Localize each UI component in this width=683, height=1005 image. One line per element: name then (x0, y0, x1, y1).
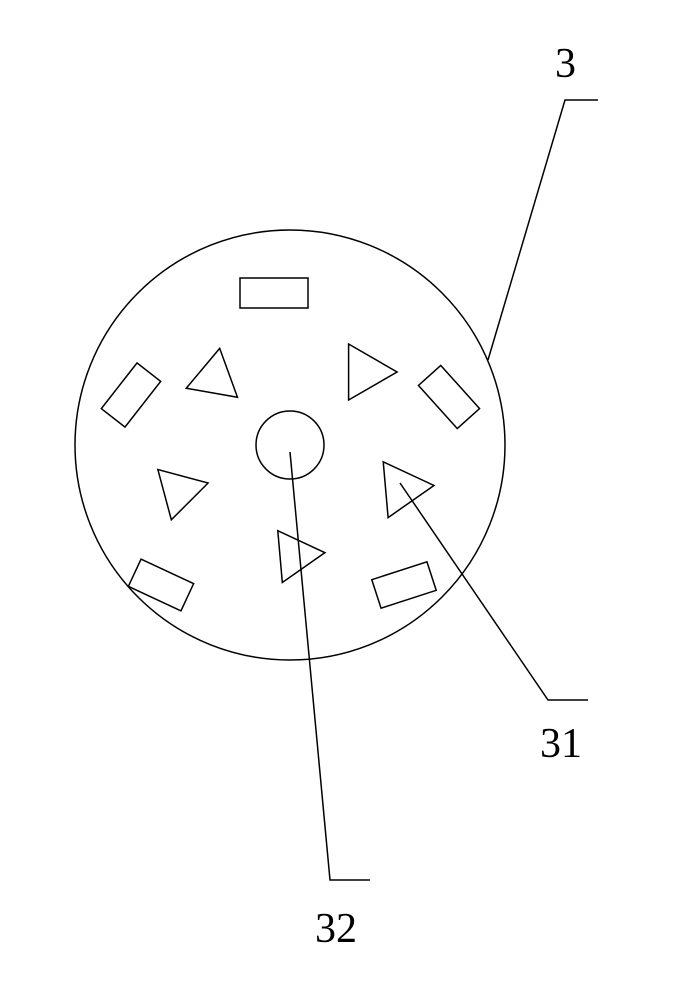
callout-label-3: 3 (555, 40, 576, 88)
triangle-shape (349, 344, 397, 400)
leader-line (290, 452, 370, 880)
diagram-svg (0, 0, 683, 1000)
triangle-shape (278, 527, 327, 583)
callout-label-32: 32 (315, 905, 357, 953)
leader-line (400, 483, 588, 700)
triangle-shape (158, 458, 215, 520)
triangle-shape (186, 344, 245, 397)
triangle-shape (383, 458, 436, 518)
rectangle-shape (372, 562, 436, 608)
outer-circle (75, 230, 505, 660)
rectangle-shape (101, 363, 160, 427)
rectangle-shape (128, 559, 193, 611)
leader-line (488, 100, 598, 360)
center-circle (256, 411, 324, 479)
rectangle-shape (240, 278, 308, 308)
technical-diagram: 3 31 32 (0, 0, 683, 1000)
rectangle-shape (418, 365, 479, 428)
callout-label-31: 31 (540, 720, 582, 768)
